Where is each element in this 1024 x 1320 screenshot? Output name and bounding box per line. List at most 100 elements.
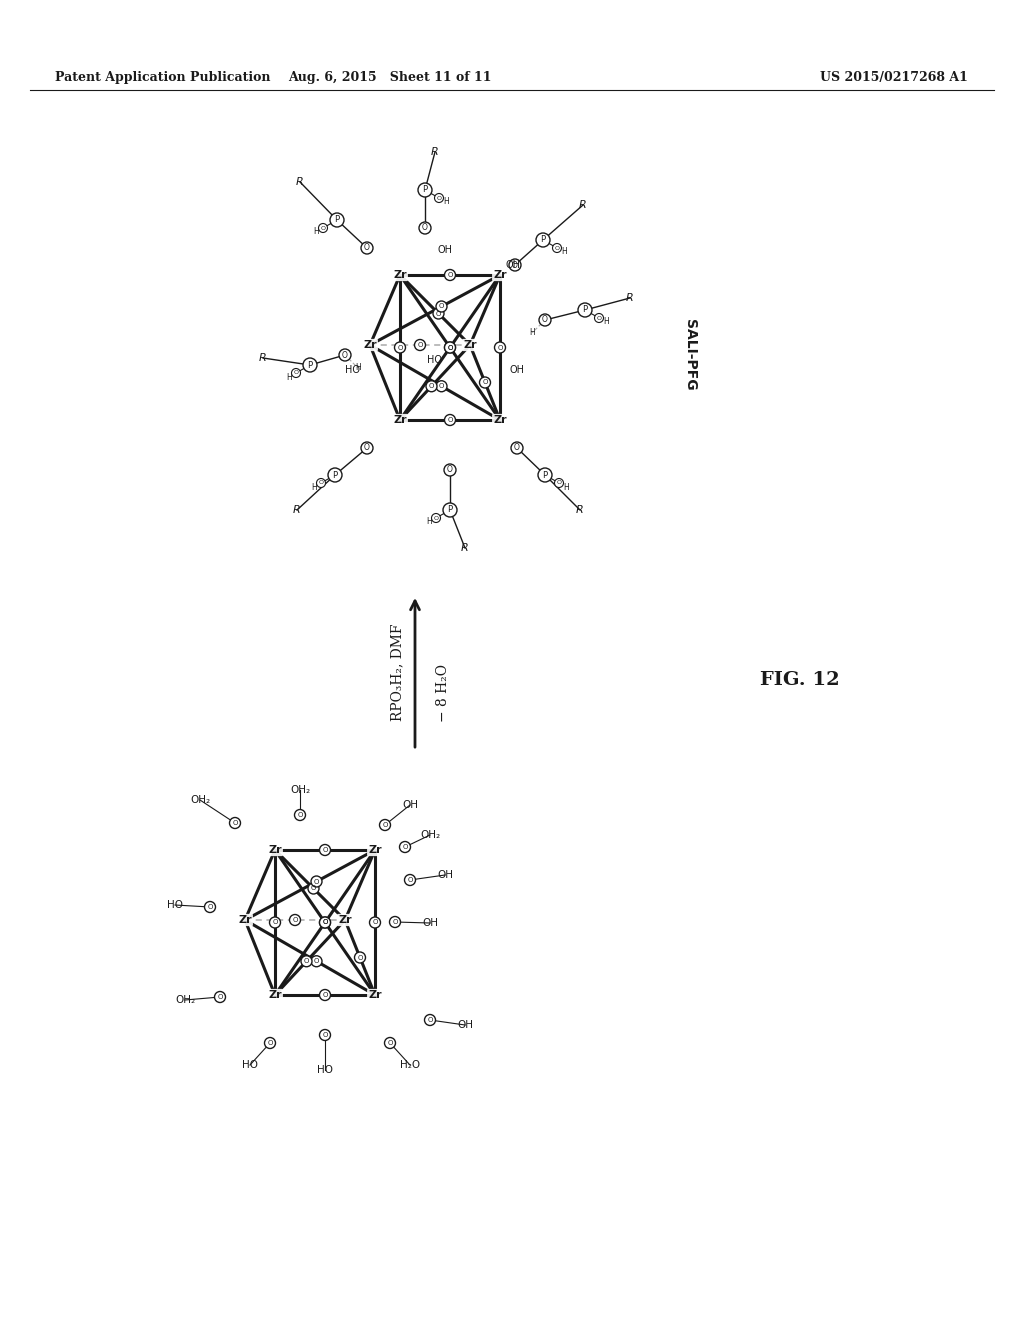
Text: Zr: Zr bbox=[494, 271, 507, 280]
Text: OH: OH bbox=[402, 800, 418, 810]
Text: R: R bbox=[461, 543, 469, 553]
Text: O: O bbox=[323, 993, 328, 998]
Circle shape bbox=[425, 1015, 435, 1026]
Text: HO: HO bbox=[427, 355, 442, 366]
Circle shape bbox=[384, 1038, 395, 1048]
Circle shape bbox=[555, 479, 563, 487]
Circle shape bbox=[394, 342, 406, 352]
Text: Zr: Zr bbox=[239, 915, 252, 925]
Circle shape bbox=[319, 917, 331, 928]
Circle shape bbox=[292, 368, 300, 378]
Text: H: H bbox=[561, 248, 567, 256]
Circle shape bbox=[444, 342, 456, 352]
Circle shape bbox=[328, 469, 342, 482]
Circle shape bbox=[431, 513, 440, 523]
Text: O: O bbox=[365, 243, 370, 252]
Circle shape bbox=[308, 883, 319, 894]
Circle shape bbox=[389, 916, 400, 928]
Text: OH₂: OH₂ bbox=[290, 785, 310, 795]
Text: O: O bbox=[342, 351, 348, 359]
Circle shape bbox=[444, 414, 456, 425]
Text: P: P bbox=[541, 235, 546, 244]
Circle shape bbox=[229, 817, 241, 829]
Circle shape bbox=[443, 503, 457, 517]
Text: OH: OH bbox=[437, 246, 453, 255]
Text: O: O bbox=[387, 1040, 392, 1045]
Circle shape bbox=[319, 1030, 331, 1040]
Text: O: O bbox=[447, 272, 453, 279]
Text: R: R bbox=[580, 201, 587, 210]
Circle shape bbox=[553, 243, 561, 252]
Circle shape bbox=[419, 222, 431, 234]
Text: O: O bbox=[556, 480, 561, 486]
Text: O: O bbox=[436, 195, 441, 201]
Text: O: O bbox=[357, 954, 362, 961]
Text: P: P bbox=[333, 470, 338, 479]
Text: Zr: Zr bbox=[393, 271, 407, 280]
Text: Aug. 6, 2015   Sheet 11 of 11: Aug. 6, 2015 Sheet 11 of 11 bbox=[288, 71, 492, 84]
Text: O: O bbox=[447, 345, 453, 351]
Text: P: P bbox=[423, 186, 428, 194]
Text: O: O bbox=[433, 516, 438, 520]
Circle shape bbox=[426, 380, 437, 392]
Text: O: O bbox=[311, 886, 316, 891]
Text: O: O bbox=[447, 466, 453, 474]
Circle shape bbox=[205, 902, 215, 912]
Text: O: O bbox=[297, 812, 303, 818]
Text: O: O bbox=[313, 879, 319, 884]
Text: OH: OH bbox=[422, 917, 438, 928]
Circle shape bbox=[433, 308, 444, 319]
Circle shape bbox=[330, 213, 344, 227]
Text: SALI-PFG: SALI-PFG bbox=[683, 319, 697, 391]
Text: Zr: Zr bbox=[338, 915, 352, 925]
Circle shape bbox=[511, 442, 523, 454]
Text: O: O bbox=[482, 380, 487, 385]
Text: O: O bbox=[392, 919, 397, 925]
Text: Zr: Zr bbox=[268, 845, 282, 855]
Text: O: O bbox=[542, 315, 548, 325]
Text: H: H bbox=[563, 483, 569, 491]
Circle shape bbox=[303, 358, 317, 372]
Text: P: P bbox=[307, 360, 312, 370]
Text: O: O bbox=[365, 444, 370, 453]
Circle shape bbox=[316, 479, 326, 487]
Circle shape bbox=[269, 917, 281, 928]
Text: O: O bbox=[267, 1040, 272, 1045]
Circle shape bbox=[380, 820, 390, 830]
Text: O: O bbox=[207, 904, 213, 909]
Text: O: O bbox=[321, 226, 326, 231]
Text: O: O bbox=[323, 847, 328, 853]
Text: R: R bbox=[577, 506, 584, 515]
Circle shape bbox=[319, 917, 331, 928]
Text: O: O bbox=[397, 345, 402, 351]
Circle shape bbox=[311, 956, 322, 966]
Text: P: P bbox=[583, 305, 588, 314]
Circle shape bbox=[444, 342, 456, 352]
Text: O: O bbox=[373, 920, 378, 925]
Text: O: O bbox=[323, 920, 328, 925]
Circle shape bbox=[418, 183, 432, 197]
Text: HO: HO bbox=[317, 1065, 333, 1074]
Circle shape bbox=[404, 874, 416, 886]
Text: R: R bbox=[293, 506, 301, 515]
Text: O: O bbox=[512, 260, 518, 269]
Circle shape bbox=[538, 469, 552, 482]
Text: O: O bbox=[318, 480, 324, 486]
Text: HO: HO bbox=[345, 366, 360, 375]
Circle shape bbox=[339, 348, 351, 360]
Text: O: O bbox=[294, 371, 299, 375]
Text: OH: OH bbox=[457, 1020, 473, 1030]
Text: O: O bbox=[382, 822, 388, 828]
Text: O: O bbox=[217, 994, 222, 1001]
Text: O: O bbox=[439, 383, 444, 389]
Text: O: O bbox=[555, 246, 559, 251]
Circle shape bbox=[436, 380, 447, 392]
Text: Zr: Zr bbox=[268, 990, 282, 1001]
Text: H: H bbox=[286, 372, 292, 381]
Circle shape bbox=[301, 956, 312, 966]
Text: O: O bbox=[313, 958, 319, 964]
Text: O: O bbox=[323, 920, 328, 925]
Circle shape bbox=[319, 845, 331, 855]
Text: OH₂: OH₂ bbox=[175, 995, 195, 1005]
Text: H: H bbox=[311, 483, 316, 491]
